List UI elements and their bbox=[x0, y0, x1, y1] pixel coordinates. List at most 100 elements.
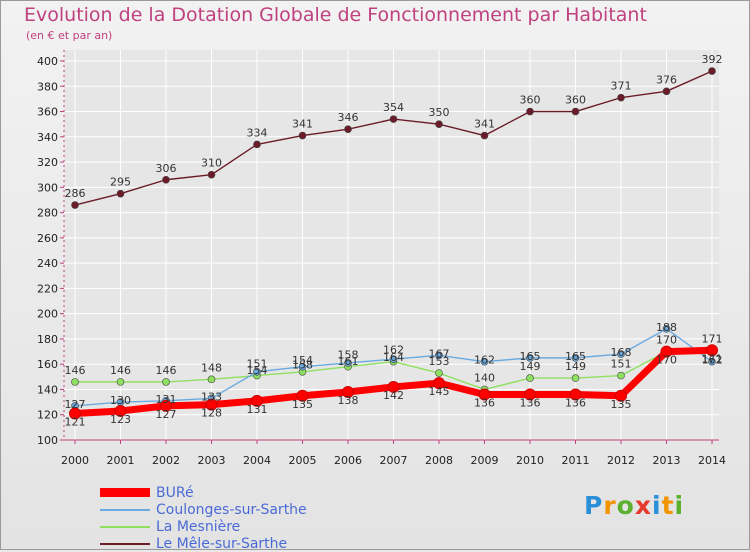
point-bure bbox=[114, 404, 127, 417]
logo-letter: r bbox=[603, 491, 617, 520]
point-la-mesniere bbox=[526, 374, 534, 382]
data-label-coulonges-sur-sarthe: 127 bbox=[65, 398, 86, 411]
y-tick-label: 360 bbox=[37, 106, 58, 119]
point-bure bbox=[524, 388, 536, 401]
data-label-le-mele-sur-sarthe: 286 bbox=[65, 187, 86, 200]
point-coulonges-sur-sarthe bbox=[480, 357, 489, 366]
point-bure bbox=[433, 377, 445, 390]
point-le-mele-sur-sarthe bbox=[298, 131, 307, 140]
point-la-mesniere bbox=[162, 378, 170, 386]
point-bure bbox=[569, 388, 582, 401]
data-label-le-mele-sur-sarthe: 376 bbox=[656, 73, 677, 86]
point-le-mele-sur-sarthe bbox=[71, 201, 79, 209]
data-label-le-mele-sur-sarthe: 371 bbox=[611, 80, 632, 93]
logo-letter: x bbox=[634, 491, 652, 520]
point-bure bbox=[251, 394, 263, 407]
y-tick-label: 340 bbox=[37, 131, 58, 144]
data-label-coulonges-sur-sarthe: 131 bbox=[156, 393, 177, 406]
data-label-coulonges-sur-sarthe: 188 bbox=[656, 321, 677, 334]
data-label-la-mesniere: 171 bbox=[702, 332, 723, 345]
point-le-mele-sur-sarthe bbox=[480, 131, 489, 140]
y-tick-label: 220 bbox=[37, 282, 58, 295]
point-le-mele-sur-sarthe bbox=[344, 125, 352, 134]
point-bure bbox=[660, 345, 673, 358]
point-bure bbox=[205, 398, 218, 411]
point-la-mesniere bbox=[571, 374, 580, 382]
x-tick-label: 2013 bbox=[653, 454, 681, 467]
point-coulonges-sur-sarthe bbox=[298, 362, 307, 371]
point-le-mele-sur-sarthe bbox=[617, 93, 625, 102]
x-tick-label: 2014 bbox=[698, 454, 726, 467]
logo-letter: t bbox=[661, 491, 675, 520]
data-label-le-mele-sur-sarthe: 310 bbox=[201, 157, 222, 170]
data-label-la-mesniere: 170 bbox=[656, 334, 677, 347]
x-tick-label: 2011 bbox=[562, 454, 590, 467]
axes: 100 120 140 160 180 200 220 240 260 280 300 320 340 3… bbox=[37, 50, 726, 467]
data-label-le-mele-sur-sarthe: 334 bbox=[247, 126, 268, 139]
data-label-bure: 135 bbox=[611, 398, 632, 411]
logo-letter: o bbox=[616, 491, 635, 520]
point-coulonges-sur-sarthe bbox=[389, 355, 398, 363]
series-lines bbox=[69, 67, 718, 420]
data-label-la-mesniere: 154 bbox=[292, 354, 313, 367]
point-bure bbox=[478, 388, 491, 401]
point-le-mele-sur-sarthe bbox=[162, 175, 170, 184]
proxiti-logo: Proxiti bbox=[584, 491, 684, 520]
legend-item: Coulonges-sur-Sarthe bbox=[100, 501, 307, 518]
y-tick-label: 100 bbox=[37, 434, 58, 447]
data-label-la-mesniere: 158 bbox=[338, 349, 359, 362]
legend-swatch bbox=[100, 542, 150, 545]
point-le-mele-sur-sarthe bbox=[389, 115, 398, 123]
data-label-bure: 136 bbox=[474, 397, 495, 410]
point-coulonges-sur-sarthe bbox=[617, 350, 625, 358]
data-label-la-mesniere: 162 bbox=[383, 344, 404, 357]
data-label-la-mesniere: 146 bbox=[65, 364, 86, 377]
legend-swatch bbox=[100, 525, 150, 528]
point-bure bbox=[342, 385, 354, 398]
point-bure bbox=[296, 389, 309, 402]
x-tick-label: 2001 bbox=[107, 454, 135, 467]
point-le-mele-sur-sarthe bbox=[253, 140, 261, 149]
point-bure bbox=[69, 407, 81, 420]
data-label-la-mesniere: 151 bbox=[611, 358, 632, 371]
point-le-mele-sur-sarthe bbox=[207, 170, 216, 179]
point-coulonges-sur-sarthe bbox=[253, 367, 261, 376]
y-tick-label: 240 bbox=[37, 257, 58, 270]
data-label-la-mesniere: 140 bbox=[474, 371, 495, 384]
point-la-mesniere bbox=[435, 369, 443, 377]
legend: BURé Coulonges-sur-Sarthe La Mesnière Le Mê… bbox=[100, 484, 307, 552]
data-label-le-mele-sur-sarthe: 295 bbox=[110, 176, 131, 189]
legend-swatch bbox=[100, 488, 150, 497]
legend-label: Le Mêle-sur-Sarthe bbox=[156, 535, 288, 552]
legend-swatch bbox=[100, 508, 150, 511]
point-bure bbox=[387, 380, 400, 393]
data-label-coulonges-sur-sarthe: 168 bbox=[611, 346, 632, 359]
data-label-bure: 145 bbox=[429, 385, 450, 398]
point-coulonges-sur-sarthe bbox=[662, 325, 671, 333]
y-tick-label: 380 bbox=[37, 80, 58, 93]
data-label-bure: 135 bbox=[292, 398, 313, 411]
data-label-la-mesniere: 149 bbox=[565, 360, 586, 373]
data-label-la-mesniere: 149 bbox=[520, 360, 541, 373]
data-label-le-mele-sur-sarthe: 306 bbox=[156, 162, 177, 175]
point-bure bbox=[706, 344, 718, 357]
point-la-mesniere bbox=[116, 378, 125, 386]
chart-title: Evolution de la Dotation Globale de Fonc… bbox=[24, 4, 647, 26]
point-la-mesniere bbox=[617, 371, 625, 380]
point-coulonges-sur-sarthe bbox=[571, 354, 580, 362]
data-label-bure: 127 bbox=[156, 408, 177, 421]
data-label-bure: 171 bbox=[702, 352, 723, 365]
point-coulonges-sur-sarthe bbox=[435, 351, 443, 360]
data-label-la-mesniere: 148 bbox=[201, 361, 222, 374]
x-tick-label: 2012 bbox=[607, 454, 635, 467]
data-label-coulonges-sur-sarthe: 162 bbox=[702, 354, 723, 367]
data-label-coulonges-sur-sarthe: 130 bbox=[110, 394, 131, 407]
point-le-mele-sur-sarthe bbox=[435, 120, 443, 128]
data-label-coulonges-sur-sarthe: 162 bbox=[474, 354, 495, 367]
data-label-bure: 138 bbox=[338, 394, 359, 407]
legend-label: La Mesnière bbox=[156, 518, 241, 535]
data-label-bure: 123 bbox=[110, 413, 131, 426]
x-tick-label: 2006 bbox=[334, 454, 362, 467]
y-tick-label: 200 bbox=[37, 308, 58, 321]
